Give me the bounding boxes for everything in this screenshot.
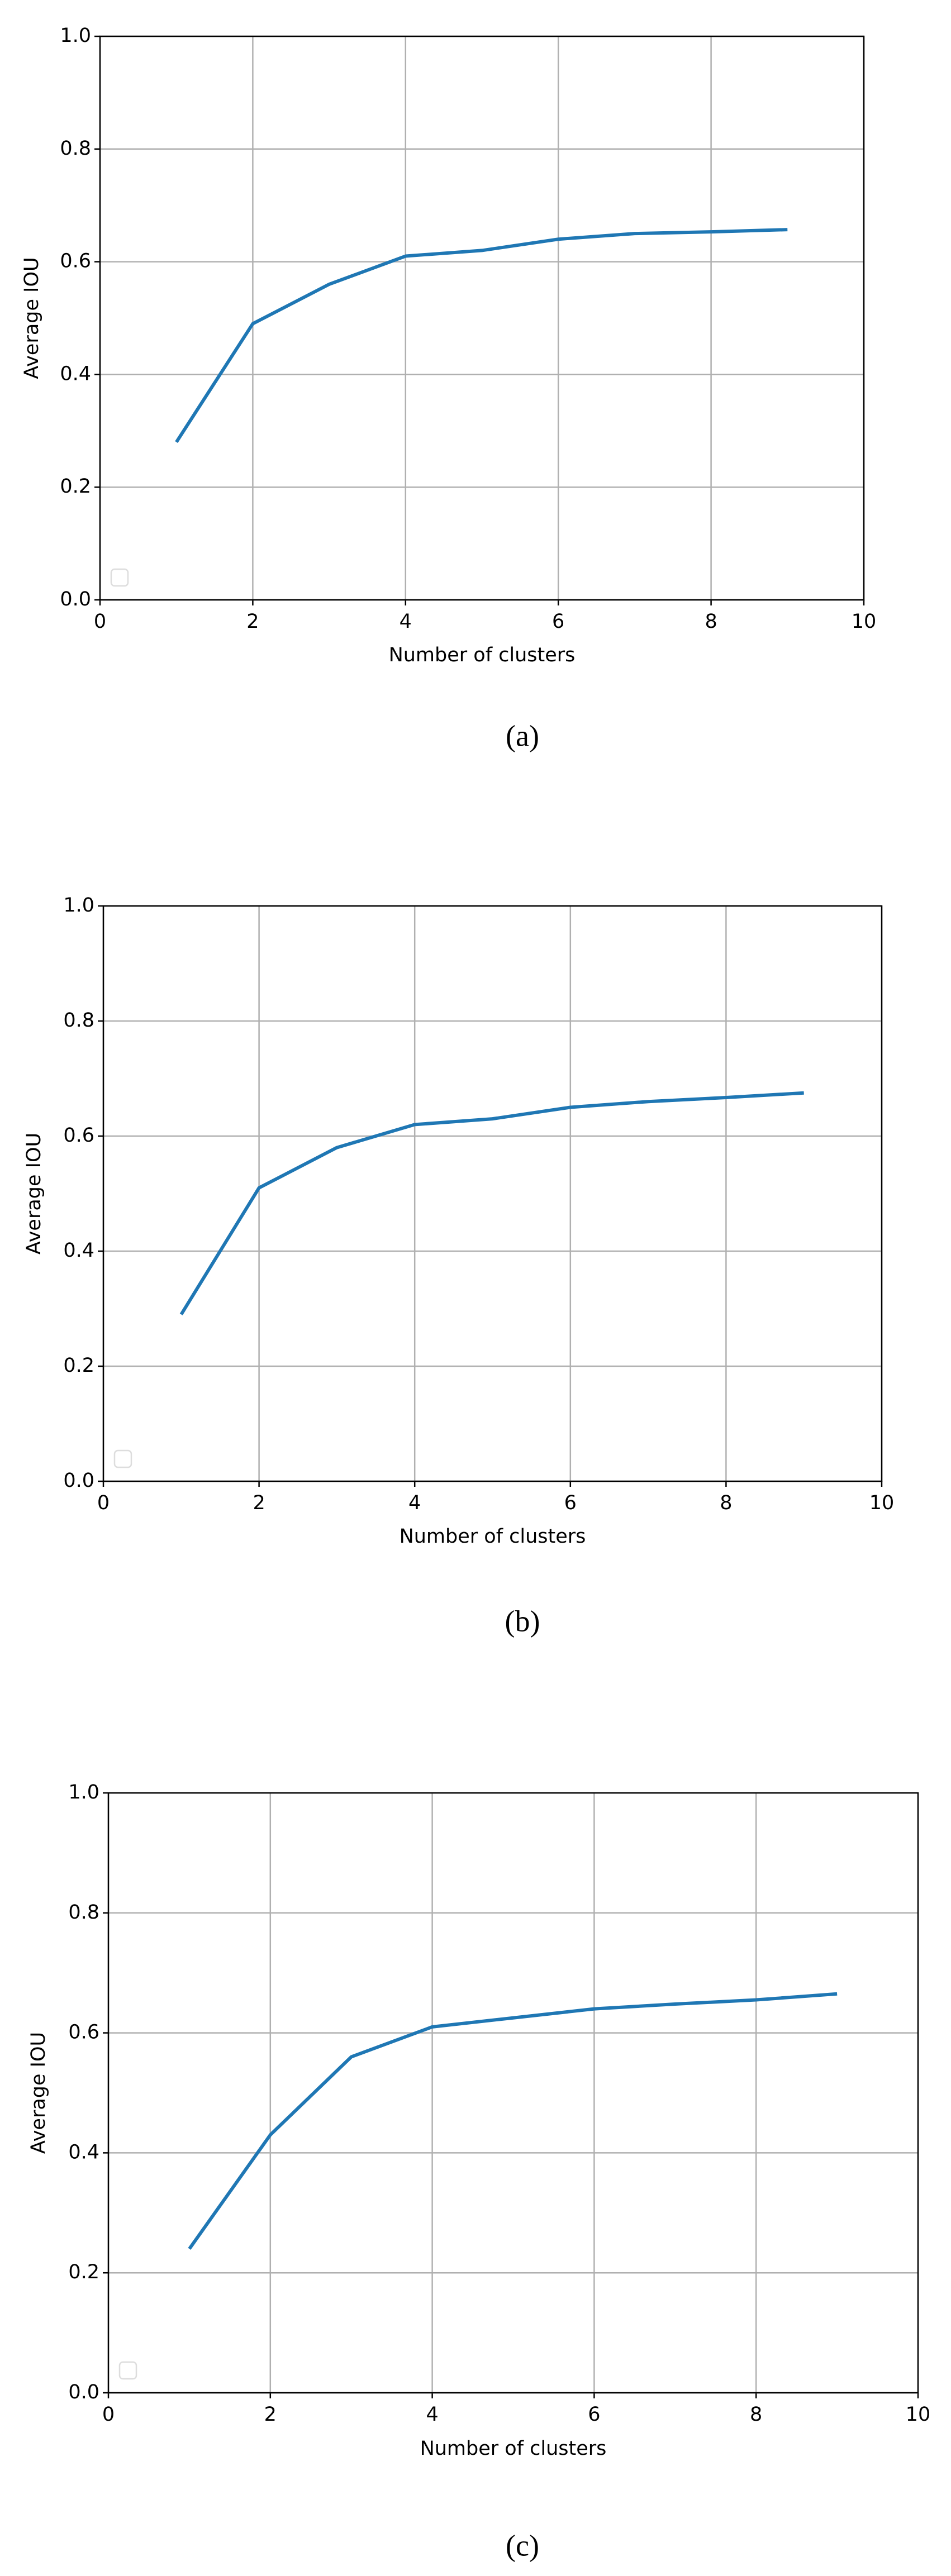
legend-box xyxy=(110,568,129,587)
y-tick-label: 0.4 xyxy=(60,362,91,385)
x-tick-label: 8 xyxy=(705,610,717,633)
y-tick-label: 1.0 xyxy=(60,25,91,47)
y-tick-label: 0.8 xyxy=(63,1009,94,1032)
caption: (b) xyxy=(505,1604,540,1638)
y-tick-label: 0.0 xyxy=(63,1470,94,1492)
y-tick-label: 0.2 xyxy=(60,475,91,498)
y-tick-label: 1.0 xyxy=(63,894,94,917)
y-tick-label: 0.4 xyxy=(68,2141,99,2163)
data-line xyxy=(175,228,788,443)
x-tick-label: 0 xyxy=(94,610,106,633)
x-tick-label: 8 xyxy=(720,1492,732,1514)
y-tick-label: 0.0 xyxy=(68,2381,99,2403)
plot-frame xyxy=(102,905,883,1482)
y-tick-label: 0.2 xyxy=(63,1354,94,1377)
x-tick-label: 4 xyxy=(408,1492,421,1514)
x-tick-label: 2 xyxy=(253,1492,265,1514)
y-tick-label: 0.4 xyxy=(63,1239,94,1262)
y-axis-label: Average IOU xyxy=(27,2032,50,2154)
x-axis-label: Number of clusters xyxy=(400,1525,586,1548)
y-tick-label: 0.8 xyxy=(68,1901,99,1924)
y-tick-label: 0.6 xyxy=(63,1124,94,1147)
x-tick-label: 0 xyxy=(97,1492,110,1514)
x-tick-label: 4 xyxy=(426,2403,438,2426)
plot-frame xyxy=(107,1792,919,2394)
x-tick-label: 0 xyxy=(102,2403,115,2426)
x-tick-label: 2 xyxy=(246,610,259,633)
legend-box xyxy=(113,1449,132,1468)
caption: (a) xyxy=(506,719,539,752)
data-line xyxy=(188,1992,838,2250)
x-tick-label: 8 xyxy=(750,2403,762,2426)
x-tick-label: 10 xyxy=(852,610,877,633)
x-tick-label: 6 xyxy=(564,1492,577,1514)
data-line xyxy=(179,1091,804,1315)
x-tick-label: 6 xyxy=(588,2403,600,2426)
y-axis-label: Average IOU xyxy=(23,1133,45,1254)
y-tick-label: 0.2 xyxy=(68,2261,99,2283)
x-tick-label: 4 xyxy=(400,610,412,633)
y-tick-label: 0.6 xyxy=(60,250,91,273)
x-tick-label: 6 xyxy=(552,610,564,633)
x-tick-label: 10 xyxy=(906,2403,931,2426)
y-tick-label: 0.8 xyxy=(60,137,91,160)
x-tick-label: 10 xyxy=(869,1492,895,1514)
legend-box xyxy=(118,2361,137,2380)
x-tick-label: 2 xyxy=(264,2403,277,2426)
y-tick-label: 0.6 xyxy=(68,2021,99,2044)
plot-frame xyxy=(99,35,865,601)
x-axis-label: Number of clusters xyxy=(420,2437,607,2460)
y-axis-label: Average IOU xyxy=(21,257,43,379)
y-tick-label: 0.0 xyxy=(60,588,91,610)
x-axis-label: Number of clusters xyxy=(389,644,576,666)
y-tick-label: 1.0 xyxy=(68,1781,99,1804)
caption: (c) xyxy=(506,2529,539,2562)
